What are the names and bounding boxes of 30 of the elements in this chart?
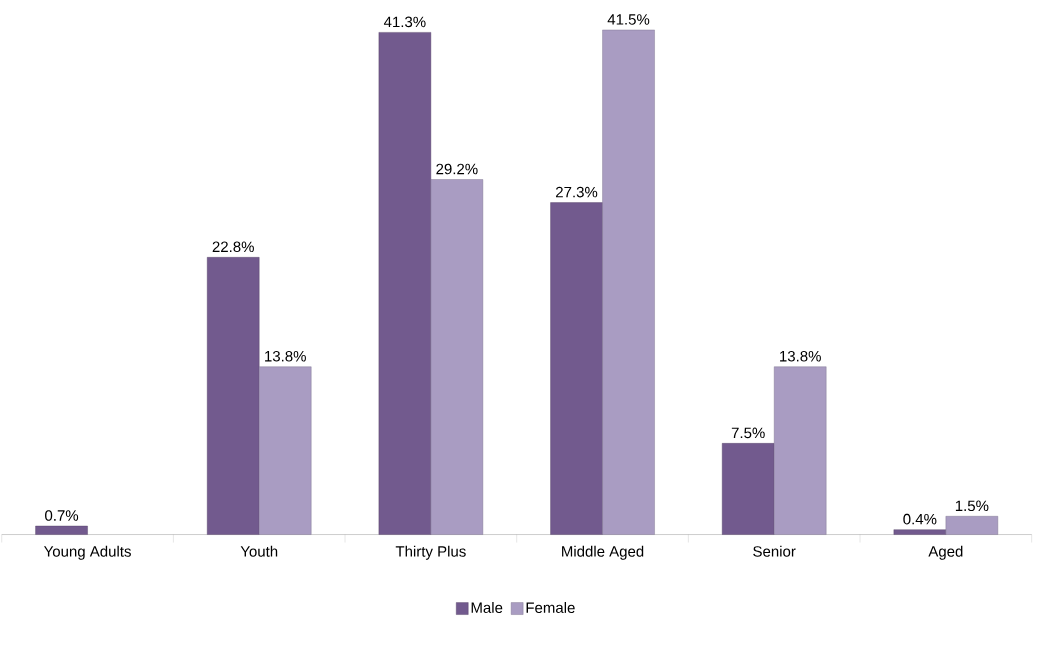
bar (207, 257, 260, 535)
data-label: 27.3% (556, 186, 598, 198)
data-label: 0.7% (45, 510, 79, 521)
bar (774, 366, 827, 535)
data-label: 0.4% (903, 513, 937, 525)
bar (602, 29, 655, 535)
data-label: 41.5% (607, 14, 650, 25)
x-tick-label: Senior (753, 545, 796, 557)
x-tick-label: Middle Aged (562, 545, 644, 560)
bar (378, 32, 432, 535)
bar (722, 443, 775, 535)
legend-label: Female (526, 601, 575, 613)
data-label: 13.8% (265, 350, 306, 362)
bar (430, 179, 484, 535)
x-tick-label: Young Adults (43, 545, 131, 560)
data-label: 41.3% (383, 16, 426, 28)
data-label: 7.5% (731, 427, 765, 439)
bar (945, 516, 999, 535)
bar (259, 366, 312, 535)
bar (893, 529, 947, 535)
data-label: 22.8% (212, 241, 254, 253)
x-tick-label: Aged (928, 545, 963, 560)
data-label: 29.2% (436, 163, 478, 175)
bar (35, 525, 88, 535)
x-tick-label: Thirty Plus (395, 545, 466, 560)
bar (550, 202, 603, 535)
x-tick-label: Youth (240, 545, 278, 557)
legend-label: Male (471, 601, 503, 613)
data-label: 13.8% (780, 350, 821, 362)
data-label: 1.5% (955, 500, 989, 512)
